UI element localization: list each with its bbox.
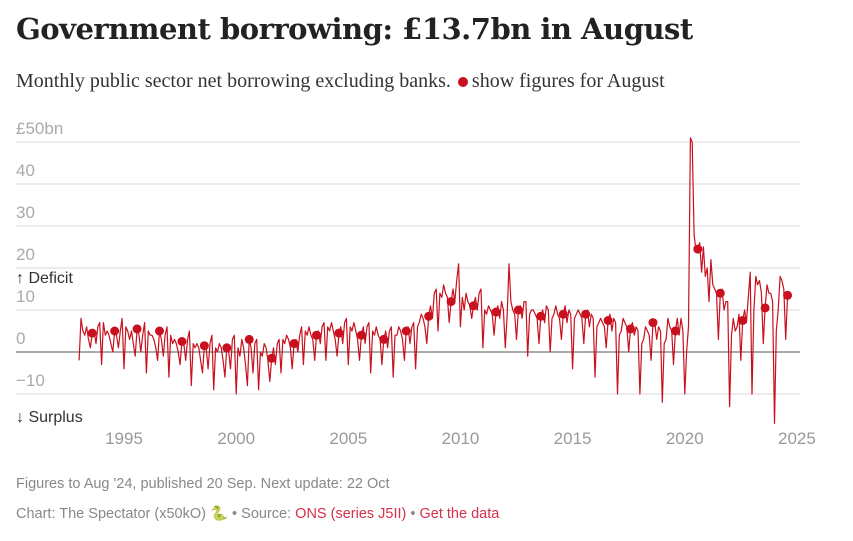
y-tick-label: 40: [16, 161, 35, 180]
y-tick-label: 0: [16, 329, 25, 348]
august-point: [603, 316, 613, 325]
borrowing-series-line: [78, 137, 789, 424]
x-tick-label: 2015: [554, 429, 592, 448]
y-tick-label: £50bn: [16, 119, 63, 138]
y-tick-label: 10: [16, 287, 35, 306]
august-point: [244, 334, 254, 344]
august-point: [110, 326, 120, 336]
august-point: [199, 341, 209, 351]
august-point: [693, 244, 703, 254]
footer-update-note: Figures to Aug '24, published 20 Sep. Ne…: [16, 476, 390, 492]
august-dot-legend-icon: [457, 76, 468, 87]
august-point: [581, 309, 591, 319]
august-point: [401, 326, 411, 336]
deficit-label: ↑ Deficit: [16, 270, 73, 287]
august-point: [446, 297, 456, 307]
y-tick-label: 20: [16, 245, 35, 264]
credit-text: Chart: The Spectator (x50kO): [16, 506, 206, 522]
august-point: [536, 311, 546, 321]
august-point: [670, 326, 680, 336]
august-point: [424, 311, 434, 321]
august-point: [289, 339, 299, 349]
subtitle-text: Monthly public sector net borrowing excl…: [16, 70, 451, 92]
y-tick-label: 30: [16, 203, 35, 222]
august-point: [155, 326, 165, 336]
august-point: [558, 309, 568, 319]
august-point: [626, 324, 636, 334]
get-data-link[interactable]: Get the data: [419, 506, 500, 522]
august-point: [312, 330, 322, 340]
august-point: [334, 328, 344, 338]
august-point: [267, 353, 277, 363]
separator: •: [406, 506, 420, 522]
surplus-label: ↓ Surplus: [16, 409, 83, 426]
source-label: • Source:: [228, 506, 296, 522]
snake-icon: 🐍: [209, 506, 229, 522]
x-tick-label: 1995: [105, 429, 143, 448]
august-point: [356, 330, 366, 340]
august-point: [513, 305, 523, 315]
august-point: [760, 303, 770, 313]
august-point: [715, 288, 725, 298]
august-point: [469, 301, 479, 311]
subtitle-legend-text: show figures for August: [471, 70, 665, 92]
august-point: [648, 318, 658, 328]
x-tick-label: 2025: [778, 429, 816, 448]
august-point: [177, 337, 187, 346]
y-tick-label: −10: [16, 371, 45, 390]
chart-title: Government borrowing: £13.7bn in August: [16, 12, 693, 46]
august-point: [738, 316, 748, 325]
august-point: [783, 290, 793, 300]
august-point: [379, 334, 389, 344]
x-tick-label: 2005: [329, 429, 367, 448]
august-point: [491, 307, 501, 317]
x-tick-label: 2000: [217, 429, 255, 448]
august-point: [87, 328, 97, 338]
x-tick-label: 2020: [666, 429, 704, 448]
august-point: [132, 324, 142, 334]
august-point: [222, 343, 232, 353]
chart-subtitle: Monthly public sector net borrowing excl…: [16, 70, 665, 93]
footer-credits: Chart: The Spectator (x50kO) 🐍 • Source:…: [16, 505, 499, 522]
x-tick-label: 2010: [442, 429, 480, 448]
chart-svg: −10 0 10 20 30 40 £50bn 1995 2000 2005 2010 2015 202…: [16, 119, 816, 448]
source-link[interactable]: ONS (series J5II): [295, 506, 407, 522]
